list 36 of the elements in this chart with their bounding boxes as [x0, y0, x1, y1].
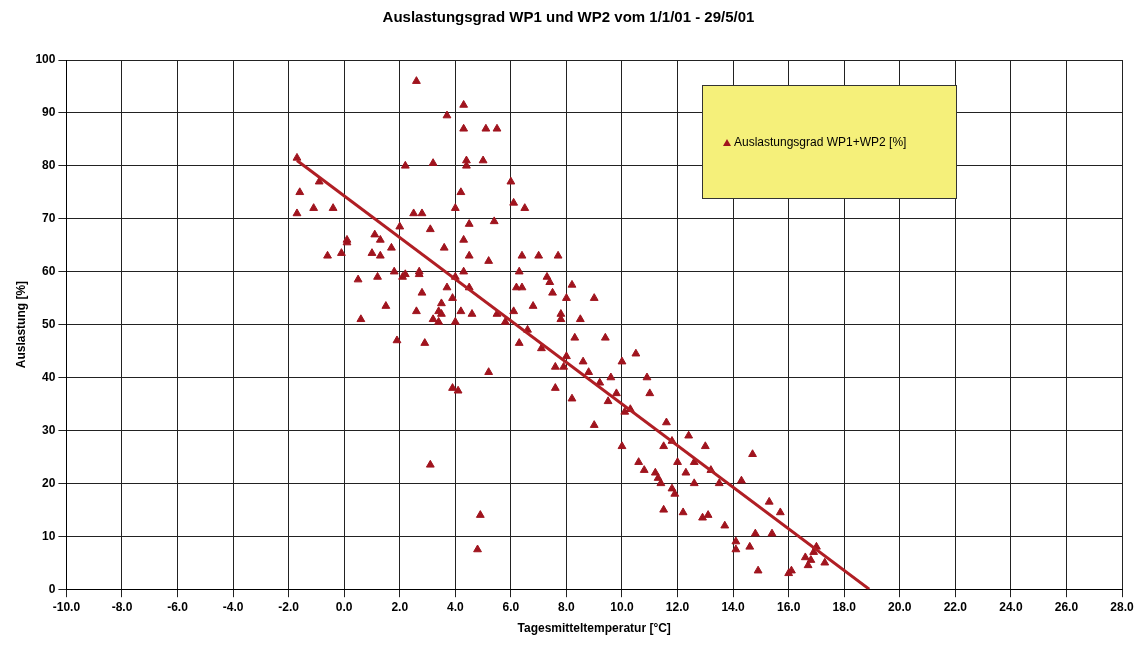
- x-tick-label: 18.0: [832, 599, 857, 614]
- x-tick-label: 8.0: [558, 599, 576, 614]
- x-tick-label: 4.0: [446, 599, 464, 614]
- y-tick-label: 0: [48, 581, 56, 596]
- y-tick-label: 20: [42, 475, 56, 490]
- y-tick-label: 50: [42, 316, 56, 331]
- x-tick-label: 28.0: [1110, 599, 1134, 614]
- x-tick-label: 22.0: [943, 599, 968, 614]
- x-axis-title: Tagesmitteltemperatur [°C]: [517, 621, 671, 636]
- x-tick-label: 24.0: [999, 599, 1023, 614]
- legend-label: Auslastungsgrad WP1+WP2 [%]: [734, 135, 907, 149]
- y-tick-label: 90: [42, 105, 56, 120]
- x-tick-label: 2.0: [391, 599, 409, 614]
- y-tick-label: 80: [42, 158, 56, 173]
- x-tick-label: -2.0: [278, 599, 300, 614]
- legend-box: Auslastungsgrad WP1+WP2 [%]: [702, 85, 957, 199]
- x-tick-label: 14.0: [721, 599, 746, 614]
- x-tick-label: 26.0: [1054, 599, 1079, 614]
- y-tick-label: 30: [42, 422, 56, 437]
- chart-title: Auslastungsgrad WP1 und WP2 vom 1/1/01 - 29/5/01: [381, 8, 756, 25]
- y-tick-label: 70: [42, 211, 56, 226]
- y-tick-label: 100: [35, 52, 56, 67]
- y-tick-label: 60: [42, 263, 56, 278]
- x-tick-label: 20.0: [888, 599, 912, 614]
- x-tick-label: -6.0: [167, 599, 189, 614]
- x-tick-label: 6.0: [502, 599, 520, 614]
- x-tick-label: -4.0: [222, 599, 244, 614]
- x-tick-label: 12.0: [665, 599, 690, 614]
- y-tick-label: 40: [42, 369, 56, 384]
- y-tick-label: 10: [42, 528, 56, 543]
- x-tick-label: 0.0: [335, 599, 353, 614]
- x-tick-label: -8.0: [111, 599, 133, 614]
- y-axis-title: Auslastung [%]: [13, 280, 28, 369]
- x-tick-label: 16.0: [776, 599, 801, 614]
- x-tick-label: -10.0: [52, 599, 81, 614]
- x-tick-label: 10.0: [610, 599, 634, 614]
